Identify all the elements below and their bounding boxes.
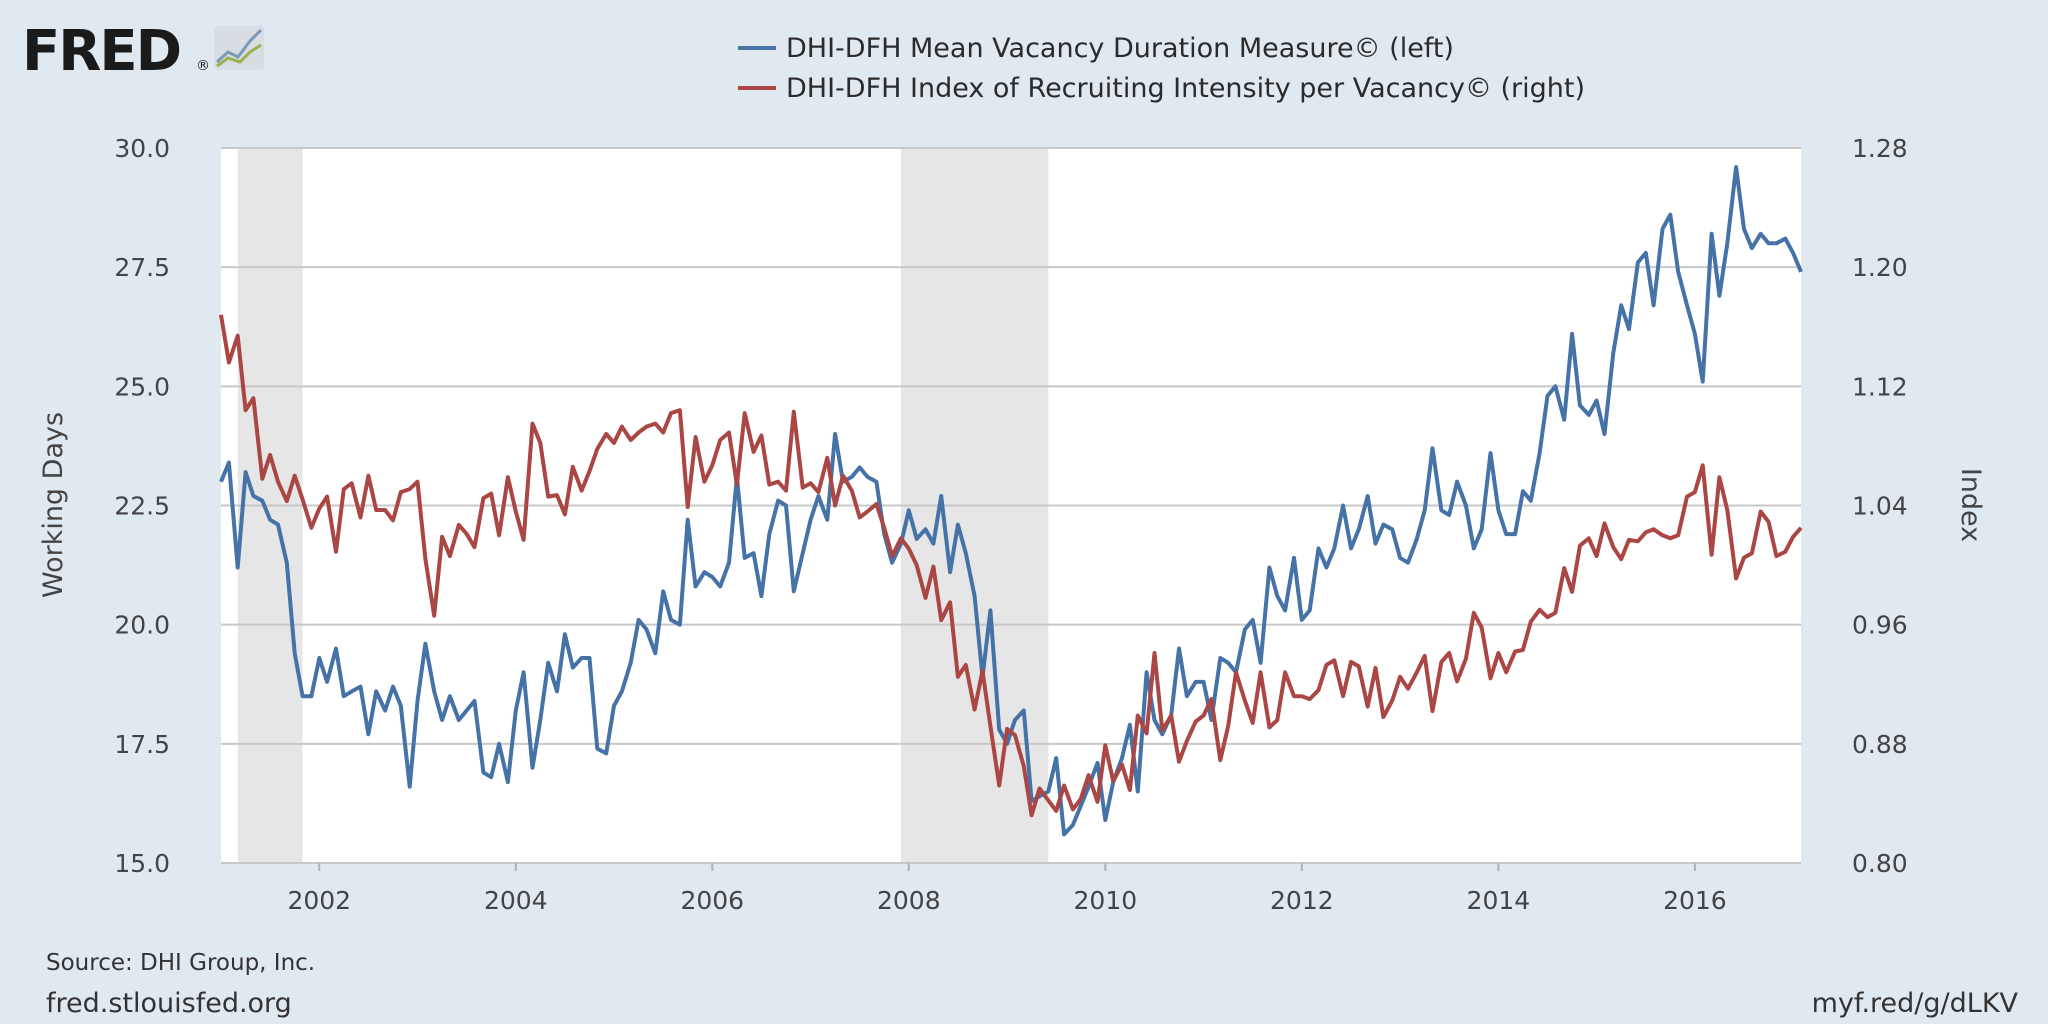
source-note: Source: DHI Group, Inc. bbox=[46, 950, 315, 976]
right-axis-title: Index bbox=[1955, 468, 1986, 542]
fred-logo-text: FRED bbox=[22, 19, 180, 84]
legend-label-right-series: DHI-DFH Index of Recruiting Intensity pe… bbox=[786, 73, 1585, 104]
right-axis-ticks: 0.80 0.88 0.96 1.04 1.12 1.20 1.28 bbox=[1852, 134, 1908, 878]
x-axis-ticks: 2002 2004 2006 2008 2010 2012 2014 2016 bbox=[287, 863, 1727, 915]
fred-logo-registered: ® bbox=[196, 58, 210, 74]
right-tick-label-1.12: 1.12 bbox=[1852, 372, 1908, 401]
short-url-link[interactable]: myf.red/g/dLKV bbox=[1812, 988, 2019, 1019]
series-line-recruiting-intensity bbox=[219, 314, 1803, 818]
fred-logo-graph-icon bbox=[214, 26, 264, 70]
left-axis-ticks: 15.0 17.5 20.0 22.5 25.0 27.5 30.0 bbox=[114, 134, 170, 878]
right-tick-label-1.04: 1.04 bbox=[1852, 492, 1908, 521]
left-axis-title: Working Days bbox=[38, 412, 69, 598]
series-lines bbox=[219, 165, 1803, 837]
chart-legend: DHI-DFH Mean Vacancy Duration Measure© (… bbox=[738, 33, 1585, 104]
right-tick-label-1.28: 1.28 bbox=[1852, 134, 1908, 163]
left-tick-label-22.5: 22.5 bbox=[114, 492, 170, 521]
right-tick-label-0.88: 0.88 bbox=[1852, 730, 1908, 759]
x-tick-label-2008: 2008 bbox=[877, 886, 941, 915]
right-tick-label-0.80: 0.80 bbox=[1852, 849, 1908, 878]
site-link[interactable]: fred.stlouisfed.org bbox=[46, 988, 292, 1019]
left-tick-label-30.0: 30.0 bbox=[114, 134, 170, 163]
x-tick-label-2004: 2004 bbox=[484, 886, 548, 915]
left-tick-label-27.5: 27.5 bbox=[114, 253, 170, 282]
gridlines bbox=[221, 147, 1801, 864]
fred-logo[interactable]: FRED ® bbox=[22, 19, 264, 84]
left-tick-label-25.0: 25.0 bbox=[114, 372, 170, 401]
x-tick-label-2006: 2006 bbox=[680, 886, 744, 915]
right-tick-label-1.20: 1.20 bbox=[1852, 253, 1908, 282]
x-tick-label-2016: 2016 bbox=[1663, 886, 1727, 915]
left-tick-label-17.5: 17.5 bbox=[114, 730, 170, 759]
x-tick-label-2002: 2002 bbox=[287, 886, 351, 915]
x-tick-label-2014: 2014 bbox=[1467, 886, 1531, 915]
right-tick-label-0.96: 0.96 bbox=[1852, 611, 1908, 640]
x-tick-label-2010: 2010 bbox=[1074, 886, 1138, 915]
left-tick-label-15.0: 15.0 bbox=[114, 849, 170, 878]
legend-label-left-series: DHI-DFH Mean Vacancy Duration Measure© (… bbox=[786, 33, 1454, 64]
x-tick-label-2012: 2012 bbox=[1270, 886, 1334, 915]
left-tick-label-20.0: 20.0 bbox=[114, 611, 170, 640]
